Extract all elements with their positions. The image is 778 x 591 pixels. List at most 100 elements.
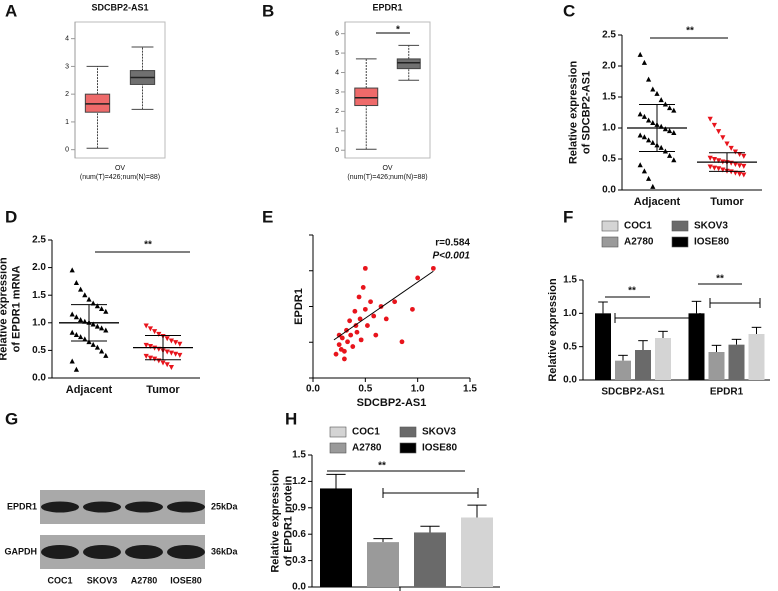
data-point xyxy=(392,299,398,305)
data-point xyxy=(82,292,88,298)
size-label: 25kDa xyxy=(211,501,239,511)
y-tick-label: 1.5 xyxy=(292,450,306,461)
legend-label: IOSE80 xyxy=(422,443,457,454)
bar xyxy=(655,338,671,380)
data-point xyxy=(399,339,405,345)
data-point xyxy=(99,306,105,311)
data-point xyxy=(365,323,370,328)
data-point xyxy=(362,306,368,312)
y-tick-label: 0.0 xyxy=(602,185,616,196)
bar xyxy=(414,532,446,587)
data-point xyxy=(741,153,747,159)
legend-swatch xyxy=(329,442,347,454)
panel-letter: H xyxy=(285,409,297,428)
data-point xyxy=(637,111,643,117)
data-point xyxy=(69,329,75,335)
y-tick-label: 2.0 xyxy=(32,262,46,273)
legend-swatch xyxy=(671,220,689,232)
x-tick-label: Tumor xyxy=(146,384,180,396)
data-point xyxy=(720,135,726,141)
data-point xyxy=(716,158,722,164)
bar xyxy=(615,360,631,380)
y-axis-label: Relative expression xyxy=(547,278,559,382)
data-point xyxy=(336,332,342,338)
data-point xyxy=(646,137,652,143)
y-tick-label: 4 xyxy=(335,69,339,76)
data-point xyxy=(637,162,643,168)
data-point xyxy=(99,325,105,331)
data-point xyxy=(641,168,647,174)
data-point xyxy=(350,344,356,349)
data-point xyxy=(168,338,174,344)
bar xyxy=(748,334,765,380)
legend-label: IOSE80 xyxy=(694,237,729,248)
y-tick-label: 2.5 xyxy=(32,235,46,246)
data-point xyxy=(90,321,96,327)
legend-label: A2780 xyxy=(352,443,382,454)
x-tick-label: EPDR1 xyxy=(710,387,744,398)
y-tick-label: 0.0 xyxy=(563,375,577,386)
data-point xyxy=(69,358,75,364)
data-point xyxy=(711,157,717,162)
data-point xyxy=(728,145,734,151)
data-point xyxy=(147,343,153,349)
data-point xyxy=(667,152,673,158)
significance-label: ** xyxy=(378,461,386,472)
data-point xyxy=(741,172,747,178)
y-tick-label: 1.0 xyxy=(563,308,577,319)
bar xyxy=(320,488,352,587)
blot-band xyxy=(125,545,163,559)
data-point xyxy=(641,113,647,119)
x-tick-label: 0.0 xyxy=(306,384,320,395)
data-point xyxy=(73,280,79,286)
y-tick-label: 0.0 xyxy=(292,582,306,591)
x-tick-label: Adjacent xyxy=(66,384,113,396)
y-axis-label: Relative expression xyxy=(567,61,579,165)
x-tick-label: Adjacent xyxy=(634,196,681,208)
lane-label: SKOV3 xyxy=(87,575,118,585)
y-tick-label: 2.5 xyxy=(602,30,616,41)
bar xyxy=(728,344,745,380)
data-point xyxy=(164,336,170,342)
y-tick-label: 1.2 xyxy=(292,476,306,487)
y-tick-label: 3 xyxy=(335,89,339,96)
data-point xyxy=(164,362,170,368)
legend-swatch xyxy=(601,236,619,248)
data-point xyxy=(78,317,84,323)
box xyxy=(354,87,379,107)
data-point xyxy=(168,350,174,356)
data-point xyxy=(103,352,109,358)
y-tick-label: 0.5 xyxy=(32,345,46,356)
y-axis-label: EPDR1 xyxy=(293,288,305,325)
data-point xyxy=(654,90,660,96)
data-point xyxy=(368,299,373,305)
data-point xyxy=(362,265,368,271)
data-point xyxy=(168,364,174,370)
y-tick-label: 5 xyxy=(335,50,339,57)
data-point xyxy=(373,332,379,338)
data-point xyxy=(69,267,75,273)
size-label: 36kDa xyxy=(211,546,239,556)
y-tick-label: 1 xyxy=(335,128,339,135)
data-point xyxy=(650,183,656,189)
data-point xyxy=(78,286,84,292)
panel-letter: C xyxy=(563,1,575,20)
data-point xyxy=(371,313,377,319)
data-point xyxy=(671,129,677,135)
y-axis-label: Relative expression xyxy=(269,469,281,573)
bar xyxy=(708,352,725,380)
blot-band xyxy=(125,501,163,513)
significance-label: ** xyxy=(628,286,636,297)
x-axis-label: SDCBP2-AS1 xyxy=(357,397,427,409)
data-point xyxy=(383,316,389,322)
y-axis-label: of EPDR1 protein xyxy=(282,475,294,566)
data-point xyxy=(177,341,183,347)
data-point xyxy=(160,360,166,366)
y-tick-label: 1.0 xyxy=(32,317,46,328)
data-point xyxy=(356,294,362,300)
data-point xyxy=(94,344,100,350)
data-point xyxy=(410,306,415,312)
data-point xyxy=(650,139,656,145)
legend-swatch xyxy=(399,426,417,438)
